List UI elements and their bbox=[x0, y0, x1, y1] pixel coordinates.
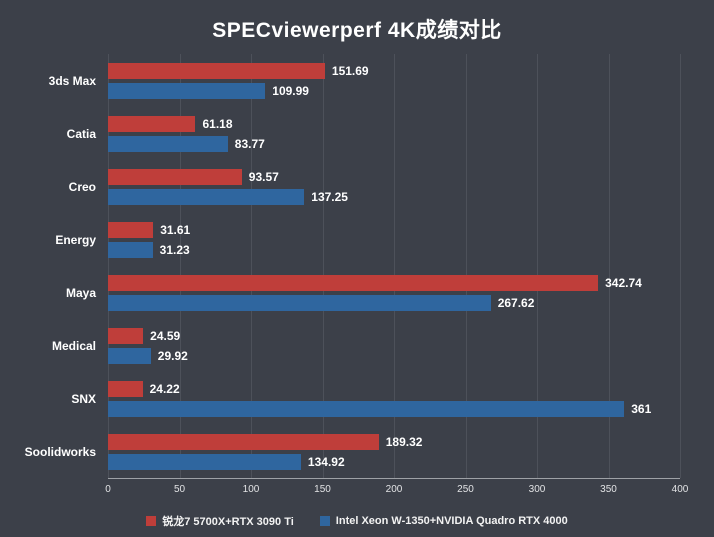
value-label: 83.77 bbox=[234, 136, 265, 151]
bar-row: 31.61 bbox=[108, 221, 680, 238]
bar bbox=[108, 327, 144, 344]
value-label: 342.74 bbox=[605, 275, 642, 290]
category-label: SNX bbox=[71, 392, 96, 407]
legend-item: Intel Xeon W-1350+NVIDIA Quadro RTX 4000 bbox=[319, 515, 568, 527]
bar-row: 24.22 bbox=[108, 380, 680, 397]
x-tick-label: 350 bbox=[600, 484, 617, 495]
bar bbox=[108, 453, 301, 470]
bar-row: 137.25 bbox=[108, 188, 680, 205]
bar bbox=[108, 294, 491, 311]
legend-item: 锐龙7 5700X+RTX 3090 Ti bbox=[146, 513, 294, 529]
gridline bbox=[394, 54, 395, 478]
value-label: 137.25 bbox=[311, 189, 348, 204]
bar-row: 361 bbox=[108, 400, 680, 417]
legend-label: 锐龙7 5700X+RTX 3090 Ti bbox=[162, 516, 294, 528]
x-axis: 0 50 100 150 200 250 300 350 400 bbox=[105, 479, 688, 499]
gridline bbox=[537, 54, 538, 478]
bar bbox=[108, 241, 153, 258]
category-axis: 3ds Max Catia Creo Energy Maya Medical SNX Sool… bbox=[0, 54, 108, 479]
bar bbox=[108, 347, 151, 364]
bar-row: 93.57 bbox=[108, 168, 680, 185]
bar-groups: 151.69 109.99 61.18 83.77 93.57 137.25 31.61 31… bbox=[108, 54, 680, 478]
value-label: 29.92 bbox=[157, 348, 188, 363]
bar-group: 24.22 361 bbox=[108, 372, 680, 425]
gridline bbox=[465, 54, 467, 478]
x-tick-label: 300 bbox=[528, 484, 546, 495]
legend-label: Intel Xeon W-1350+NVIDIA Quadro RTX 4000 bbox=[335, 515, 568, 527]
bar-row: 151.69 bbox=[108, 62, 680, 79]
legend-swatch bbox=[319, 516, 330, 526]
value-label: 109.99 bbox=[272, 83, 309, 98]
gridline bbox=[322, 54, 324, 478]
legend: 锐龙7 5700X+RTX 3090 Ti Intel Xeon W-1350+N… bbox=[0, 513, 714, 529]
value-label: 151.69 bbox=[331, 63, 369, 78]
x-tick-label: 50 bbox=[173, 484, 186, 495]
category-label: 3ds Max bbox=[48, 73, 96, 88]
bar-row: 189.32 bbox=[108, 433, 680, 450]
value-label: 24.22 bbox=[149, 381, 180, 396]
gridline bbox=[608, 54, 610, 478]
bar bbox=[108, 274, 599, 291]
value-label: 93.57 bbox=[248, 169, 279, 184]
bar bbox=[108, 115, 196, 132]
x-tick-label: 100 bbox=[242, 484, 260, 495]
value-label: 267.62 bbox=[497, 295, 535, 310]
value-label: 361 bbox=[631, 401, 652, 416]
gridline bbox=[680, 54, 681, 478]
bar-group: 342.74 267.62 bbox=[108, 266, 680, 319]
bar bbox=[108, 135, 228, 152]
category-label: Creo bbox=[68, 179, 96, 194]
value-label: 31.61 bbox=[160, 222, 191, 237]
gridline bbox=[251, 54, 252, 478]
x-tick-label: 150 bbox=[314, 484, 331, 495]
x-tick-label: 400 bbox=[671, 484, 689, 495]
gridline bbox=[179, 54, 181, 478]
value-label: 134.92 bbox=[307, 454, 345, 469]
value-label: 61.18 bbox=[202, 116, 233, 131]
bar-row: 29.92 bbox=[108, 347, 680, 364]
bar-group: 151.69 109.99 bbox=[108, 54, 680, 107]
plot-area: 151.69 109.99 61.18 83.77 93.57 137.25 31.61 31… bbox=[108, 54, 681, 479]
category-label: Soolidworks bbox=[24, 445, 96, 460]
bar-group: 189.32 134.92 bbox=[108, 425, 680, 478]
value-label: 31.23 bbox=[159, 242, 190, 257]
bar-row: 61.18 bbox=[108, 115, 680, 132]
category-label: Maya bbox=[65, 286, 96, 301]
value-label: 189.32 bbox=[385, 434, 423, 449]
category-label: Catia bbox=[66, 126, 96, 141]
x-tick-label: 200 bbox=[385, 484, 403, 495]
bar bbox=[108, 380, 143, 397]
bar bbox=[108, 188, 305, 205]
x-tick-label: 0 bbox=[105, 484, 111, 495]
bar bbox=[108, 168, 242, 185]
bar-row: 31.23 bbox=[108, 241, 680, 258]
bar-group: 31.61 31.23 bbox=[108, 213, 680, 266]
bar bbox=[108, 400, 625, 417]
bar-row: 267.62 bbox=[108, 294, 680, 311]
bar bbox=[108, 433, 379, 450]
bar-row: 109.99 bbox=[108, 82, 680, 99]
bar-row: 342.74 bbox=[108, 274, 680, 291]
bar-group: 24.59 29.92 bbox=[108, 319, 680, 372]
bar-group: 93.57 137.25 bbox=[108, 160, 680, 213]
bar-row: 134.92 bbox=[108, 453, 680, 470]
bar bbox=[108, 62, 325, 79]
category-label: Medical bbox=[51, 339, 96, 354]
bar-group: 61.18 83.77 bbox=[108, 107, 680, 160]
bar-row: 24.59 bbox=[108, 327, 680, 344]
chart-title: SPECviewerperf 4K成绩对比 bbox=[212, 19, 502, 42]
legend-swatch bbox=[146, 516, 157, 526]
gridline bbox=[108, 54, 109, 478]
value-label: 24.59 bbox=[150, 328, 181, 343]
category-label: Energy bbox=[55, 232, 96, 247]
x-tick-label: 250 bbox=[457, 484, 474, 495]
bar-row: 83.77 bbox=[108, 135, 680, 152]
bar bbox=[108, 82, 266, 99]
bar bbox=[108, 221, 154, 238]
chart-body: 3ds Max Catia Creo Energy Maya Medical SNX Sool… bbox=[0, 54, 681, 479]
